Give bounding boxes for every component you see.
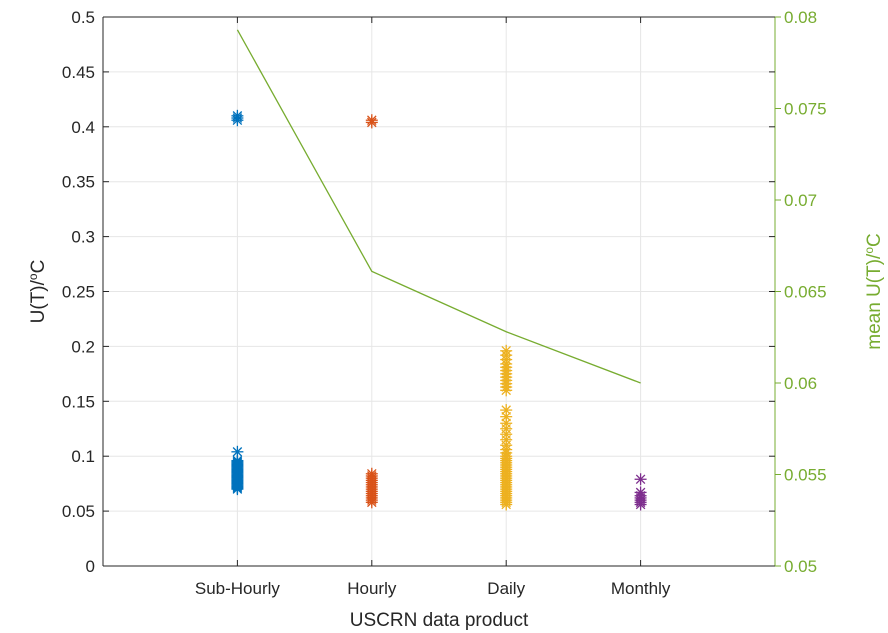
right-tick-label: 0.065 (784, 283, 827, 302)
y-axis-label: U(T)/oC (26, 260, 49, 324)
left-tick-label: 0.35 (62, 173, 95, 192)
right-tick-label: 0.055 (784, 466, 827, 485)
x-tick-label: Monthly (611, 579, 671, 598)
mean-line-series (236, 29, 641, 384)
right-tick-label: 0.075 (784, 100, 827, 119)
x-tick-label: Hourly (347, 579, 397, 598)
left-tick-label: 0.3 (71, 228, 95, 247)
left-tick-label: 0.1 (71, 447, 95, 466)
scatter-series (231, 109, 647, 511)
x-tick-label: Daily (487, 579, 525, 598)
left-tick-label: 0.25 (62, 283, 95, 302)
data-point (231, 109, 244, 122)
right-tick-label: 0.08 (784, 8, 817, 27)
data-point (231, 445, 244, 458)
tick-labels: 0 0.05 0.1 0.15 0.2 0.25 0.3 0.35 0.4 0.45 0.5 0.05… (62, 8, 827, 598)
left-tick-label: 0.15 (62, 392, 95, 411)
right-tick-label: 0.07 (784, 191, 817, 210)
mean-line (236, 29, 641, 384)
left-tick-label: 0.5 (71, 8, 95, 27)
left-tick-label: 0.05 (62, 502, 95, 521)
data-point (500, 404, 513, 417)
data-point (500, 344, 513, 357)
data-point (365, 467, 378, 480)
axes (102, 16, 781, 567)
left-tick-label: 0.4 (71, 118, 95, 137)
right-tick-label: 0.06 (784, 374, 817, 393)
right-y-axis-label: mean U(T)/oC (862, 233, 885, 350)
left-tick-label: 0 (86, 557, 95, 576)
data-point (634, 473, 647, 486)
left-tick-label: 0.2 (71, 337, 95, 356)
data-point (365, 114, 378, 127)
left-tick-label: 0.45 (62, 63, 95, 82)
data-point (634, 486, 647, 499)
right-tick-label: 0.05 (784, 557, 817, 576)
x-axis-label: USCRN data product (350, 610, 529, 631)
x-tick-label: Sub-Hourly (195, 579, 281, 598)
